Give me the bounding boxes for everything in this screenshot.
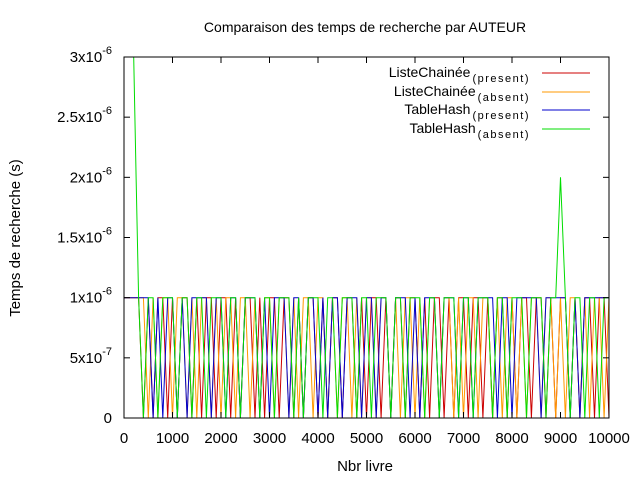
y-tick-label-exponent: -6: [102, 45, 112, 57]
series-layer: [124, 56, 610, 419]
legend-series-name: ListeChainée: [389, 64, 471, 80]
x-tick-label: 2000: [204, 430, 237, 447]
x-axis-label: Nbr livre: [337, 458, 393, 475]
y-tick-label-exponent: -7: [102, 346, 112, 358]
y-tick-label-base: 3x10: [70, 49, 103, 66]
legend-label: TableHash (absent): [409, 120, 530, 141]
legend-series-qualifier: (absent): [478, 129, 530, 141]
y-tick-label-exponent: -6: [102, 105, 112, 117]
y-tick-label-base: 1.5x10: [57, 230, 102, 247]
y-tick-label-exponent: -6: [102, 226, 112, 238]
legend-series-name: ListeChainée: [394, 83, 476, 99]
legend-series-qualifier: (absent): [478, 92, 530, 104]
legend-series-qualifier: (present): [472, 73, 530, 85]
y-tick-label-exponent: -6: [102, 165, 112, 177]
legend-series-name: TableHash: [404, 101, 470, 117]
x-tick-label: 7000: [447, 430, 480, 447]
x-tick-label: 6000: [398, 430, 431, 447]
y-tick-label-base: 5x10: [70, 350, 103, 367]
x-tick-label: 3000: [253, 430, 286, 447]
y-tick-label: 5x10-7: [70, 346, 112, 367]
x-tick-label: 4000: [301, 430, 334, 447]
chart-title: Comparaison des temps de recherche par A…: [204, 19, 526, 35]
x-tick-label: 8000: [495, 430, 528, 447]
legend-label: ListeChainée (absent): [394, 83, 530, 104]
legend-series-qualifier: (present): [472, 110, 530, 122]
y-tick-label: 3x10-6: [70, 45, 112, 66]
x-tick-label: 10000: [588, 430, 630, 447]
x-tick-label: 1000: [156, 430, 189, 447]
series-line-listechain-e-present: [124, 297, 610, 419]
series-line-listechain-e-absent: [124, 297, 610, 419]
x-tick-label: 0: [120, 430, 128, 447]
series-line-tablehash-absent: [124, 56, 609, 419]
plot-frame: [123, 56, 610, 419]
y-tick-label-base: 0: [104, 410, 112, 427]
y-tick-label-base: 2x10: [70, 169, 103, 186]
y-tick-label: 1x10-6: [70, 286, 112, 307]
legend-series-name: TableHash: [409, 120, 475, 136]
y-axis-label: Temps de recherche (s): [7, 159, 24, 317]
legend-label: ListeChainée (present): [389, 64, 530, 85]
y-tick-label-base: 2.5x10: [57, 109, 102, 126]
y-tick-label: 2.5x10-6: [57, 105, 112, 126]
x-tick-label: 5000: [350, 430, 383, 447]
y-tick-label: 2x10-6: [70, 165, 112, 186]
y-tick-label: 0: [104, 410, 112, 427]
y-tick-label-base: 1x10: [70, 290, 103, 307]
y-tick-label-exponent: -6: [102, 286, 112, 298]
x-tick-label: 9000: [544, 430, 577, 447]
y-tick-label: 1.5x10-6: [57, 226, 112, 247]
legend: ListeChainée (present)ListeChainée (absent…: [389, 64, 590, 141]
series-line-tablehash-present: [124, 297, 609, 419]
ticks-layer: 0 1000 2000 3000 4000 5000 6000 7000 8000 9000 100…: [57, 45, 630, 447]
legend-label: TableHash (present): [404, 101, 530, 122]
